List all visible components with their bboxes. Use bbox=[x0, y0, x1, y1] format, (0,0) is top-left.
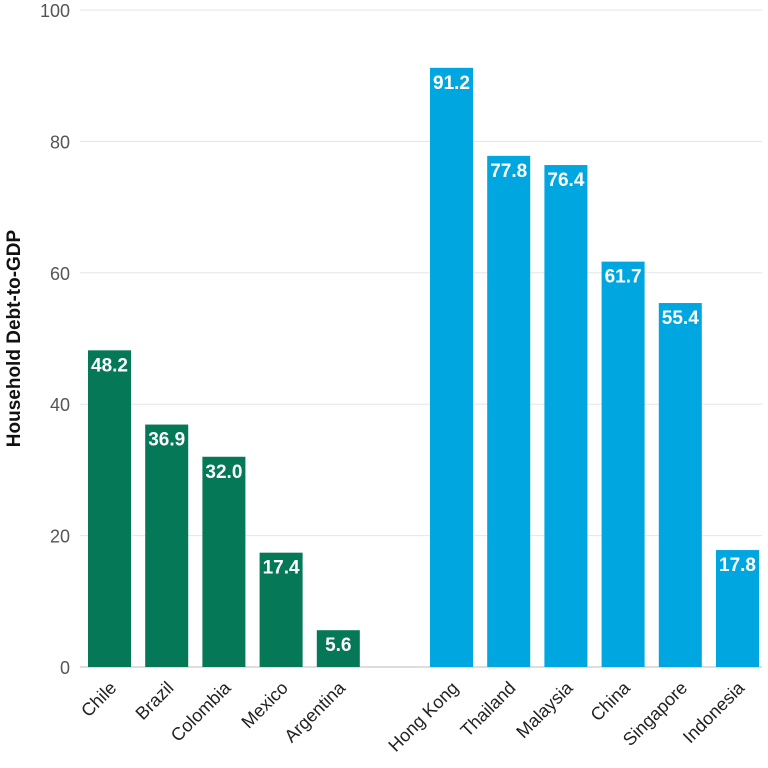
data-label-colombia: 32.0 bbox=[205, 462, 242, 483]
data-label-argentina: 5.6 bbox=[325, 635, 351, 656]
data-labels: 48.2 36.9 32.0 17.4 5.6 91.2 77.8 76.4 61.7 55.4 1… bbox=[91, 73, 756, 656]
bar-argentina bbox=[316, 630, 360, 667]
bar-hong-kong bbox=[430, 67, 473, 668]
data-label-thailand: 77.8 bbox=[490, 161, 527, 182]
category-label-indonesia: Indonesia bbox=[679, 677, 749, 747]
data-label-singapore: 55.4 bbox=[662, 308, 699, 329]
bar-brazil bbox=[145, 424, 189, 667]
category-label-argentina: Argentina bbox=[280, 677, 349, 746]
y-tick-label: 0 bbox=[60, 658, 70, 678]
data-label-indonesia: 17.8 bbox=[719, 555, 756, 576]
bar-chile bbox=[88, 350, 131, 667]
data-label-chile: 48.2 bbox=[91, 355, 128, 376]
bars bbox=[88, 67, 759, 668]
y-tick-label: 80 bbox=[50, 132, 70, 152]
bar-singapore bbox=[658, 303, 702, 667]
data-label-malaysia: 76.4 bbox=[547, 170, 584, 191]
bar-malaysia bbox=[544, 165, 588, 667]
category-label-colombia: Colombia bbox=[167, 677, 236, 746]
category-label-chile: Chile bbox=[77, 678, 120, 721]
data-label-mexico: 17.4 bbox=[263, 558, 300, 579]
data-label-china: 61.7 bbox=[605, 267, 642, 288]
category-label-hong-kong: Hong Kong bbox=[384, 678, 462, 756]
category-label-malaysia: Malaysia bbox=[512, 677, 577, 742]
data-label-brazil: 36.9 bbox=[148, 430, 185, 451]
y-axis-label: Household Debt-to-GDP bbox=[4, 229, 25, 447]
bar-thailand bbox=[487, 155, 531, 667]
bar-china bbox=[601, 261, 645, 667]
bar-colombia bbox=[202, 456, 246, 667]
category-label-thailand: Thailand bbox=[457, 678, 520, 741]
gridlines bbox=[80, 9, 762, 668]
category-label-mexico: Mexico bbox=[237, 678, 291, 732]
y-tick-label: 60 bbox=[50, 264, 70, 284]
category-label-china: China bbox=[587, 677, 635, 725]
y-tick-label: 40 bbox=[50, 395, 70, 415]
y-tick-label: 20 bbox=[50, 527, 70, 547]
category-label-brazil: Brazil bbox=[132, 678, 178, 724]
bar-indonesia bbox=[716, 550, 759, 667]
y-axis-ticks: 0 20 40 60 80 100 bbox=[40, 1, 70, 678]
bar-mexico bbox=[259, 552, 303, 667]
y-tick-label: 100 bbox=[40, 1, 70, 21]
data-label-hong-kong: 91.2 bbox=[433, 73, 470, 94]
